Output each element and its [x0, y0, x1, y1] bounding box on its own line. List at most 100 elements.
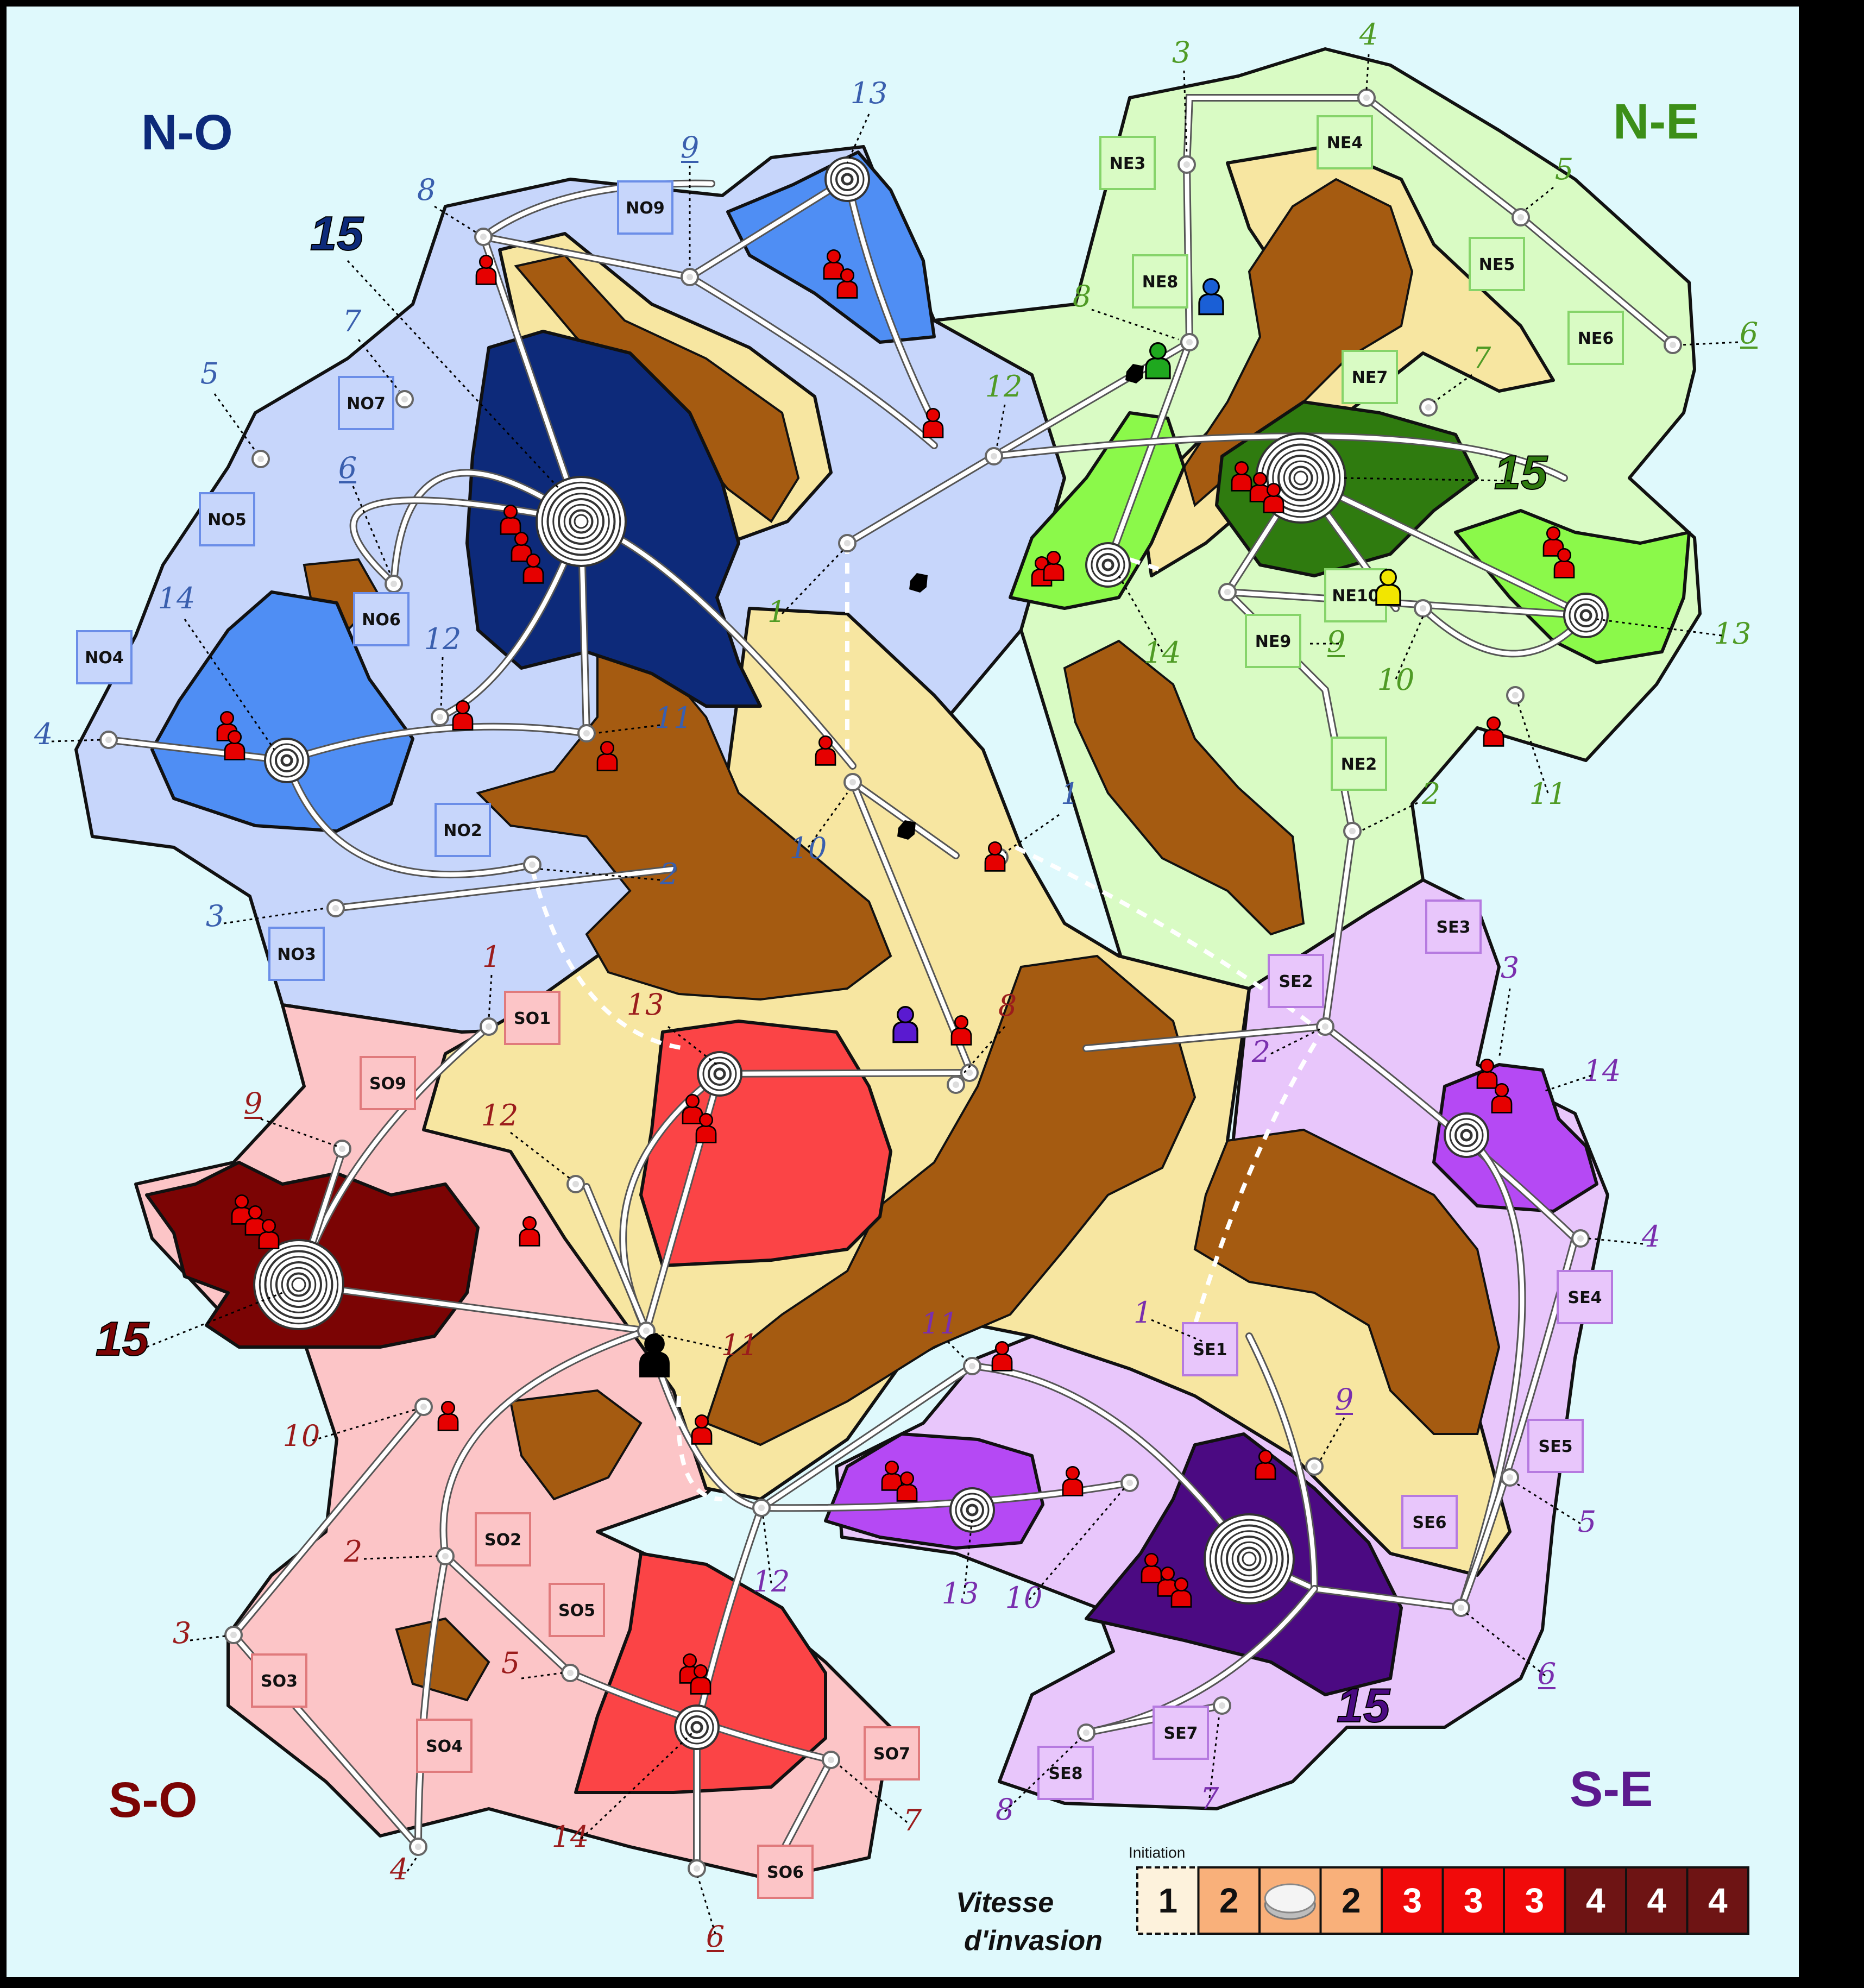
- capital-target-icon: [1563, 593, 1609, 638]
- road: [688, 275, 936, 448]
- node-number-so: 11: [721, 1328, 759, 1362]
- node-number-ne: 10: [1377, 663, 1415, 697]
- zone-id-text: NE10: [1332, 587, 1379, 606]
- zone-label-so7: SO7: [864, 1726, 920, 1781]
- node-number-so: 14: [552, 1820, 589, 1854]
- zone-label-ne10: NE10: [1324, 568, 1387, 622]
- node-number-so: 1: [482, 940, 501, 974]
- invader-pawn-red: [1483, 716, 1504, 747]
- road: [285, 758, 534, 877]
- road-node: [561, 1664, 580, 1682]
- invasion-track-value: 4: [1647, 1881, 1666, 1920]
- zone-label-no9: NO9: [617, 180, 673, 235]
- zone-id-text: NE5: [1479, 255, 1515, 274]
- node-number-so: 13: [627, 987, 664, 1022]
- invader-pawn-red: [1043, 550, 1065, 581]
- node-number-no: 11: [655, 701, 692, 735]
- leader-line: [1433, 374, 1472, 403]
- invader-pawn-red: [896, 1471, 918, 1502]
- zone-label-ne9: NE9: [1245, 614, 1301, 668]
- capital-target-icon: [253, 1239, 344, 1330]
- node-number-no: 15: [310, 206, 364, 260]
- invasion-track-cell: [1258, 1866, 1322, 1935]
- invader-pawn-red: [500, 504, 521, 535]
- zone-id-text: SE8: [1049, 1764, 1083, 1783]
- road-node: [1077, 1723, 1095, 1742]
- zone-id-text: NE8: [1142, 273, 1178, 292]
- road: [1185, 162, 1192, 344]
- pawn-blue: [1198, 278, 1224, 316]
- leader-line: [540, 868, 660, 881]
- invader-pawn-red: [437, 1400, 459, 1431]
- zone-id-text: SO3: [261, 1672, 298, 1691]
- leader-line: [1360, 802, 1418, 832]
- node-number-so: 3: [173, 1616, 191, 1650]
- zone-id-text: SO2: [484, 1531, 521, 1550]
- node-number-no: 14: [158, 581, 196, 615]
- zone-label-ne7: NE7: [1342, 350, 1398, 404]
- zone-id-text: SE6: [1413, 1513, 1447, 1532]
- invader-pawn-red: [519, 1216, 540, 1247]
- node-number-se: 14: [1584, 1054, 1621, 1088]
- leader-line: [223, 907, 326, 924]
- invader-pawn-red: [224, 729, 245, 760]
- capital-target-icon: [1204, 1513, 1295, 1605]
- zone-id-text: NO5: [207, 511, 246, 530]
- quadrant-label-no: N-O: [141, 105, 233, 160]
- leader-line: [1319, 1417, 1345, 1462]
- zone-id-text: SE2: [1279, 972, 1313, 991]
- node-number-ne: 8: [1073, 279, 1091, 313]
- road-node: [1213, 1696, 1231, 1715]
- node-number-no: 2: [659, 857, 678, 891]
- node-number-so: 8: [998, 989, 1017, 1023]
- invasion-track-value: 4: [1586, 1881, 1605, 1920]
- road-node: [947, 1075, 965, 1094]
- road: [441, 1329, 648, 1558]
- road: [231, 1405, 426, 1637]
- road-node: [480, 1017, 498, 1036]
- node-number-ne: 12: [985, 369, 1023, 404]
- zone-id-text: NO7: [347, 394, 385, 413]
- road: [1084, 1024, 1327, 1050]
- node-number-se: 2: [1251, 1035, 1270, 1069]
- road-node: [251, 450, 270, 468]
- road: [285, 724, 589, 763]
- node-number-so: 12: [481, 1098, 519, 1133]
- road: [851, 780, 974, 1078]
- leader-line: [363, 1555, 438, 1560]
- road-node: [577, 724, 596, 743]
- zone-id-text: NE7: [1352, 368, 1388, 387]
- invasion-track-value: 2: [1219, 1881, 1239, 1920]
- capital-target-icon: [697, 1051, 742, 1097]
- road-node: [1316, 1017, 1334, 1036]
- black-cube-token: [909, 573, 928, 593]
- leader-line: [1183, 70, 1188, 155]
- leader-line: [1341, 477, 1510, 482]
- zone-label-no3: NO3: [268, 927, 325, 981]
- leader-line: [1151, 1319, 1204, 1343]
- invasion-track-cell: 3: [1381, 1866, 1444, 1935]
- node-number-se: 3: [1501, 951, 1519, 985]
- leader-line: [1091, 309, 1179, 341]
- leader-line: [1208, 1713, 1220, 1798]
- invasion-track-value: 3: [1464, 1881, 1483, 1920]
- road: [845, 454, 996, 545]
- capital-target-icon: [949, 1487, 995, 1533]
- road: [481, 235, 583, 524]
- node-number-no: 1: [1061, 777, 1079, 811]
- leader-line: [839, 1764, 908, 1823]
- pawn-purple: [892, 1006, 918, 1043]
- road: [970, 1364, 1251, 1561]
- leader-line: [807, 792, 848, 848]
- node-number-no: 3: [206, 899, 224, 933]
- node-number-ne: 9: [1327, 625, 1345, 659]
- invasion-track-cell: 4: [1686, 1866, 1749, 1935]
- leader-line: [1498, 988, 1511, 1060]
- capital-target-icon: [1255, 432, 1346, 524]
- invader-pawn-red: [475, 254, 497, 285]
- black-cube-token: [897, 820, 916, 840]
- invader-pawn-red: [452, 700, 474, 731]
- quadrant-label-se: S-E: [1570, 1761, 1653, 1817]
- leader-line: [1517, 703, 1549, 794]
- leader-line: [1395, 616, 1424, 680]
